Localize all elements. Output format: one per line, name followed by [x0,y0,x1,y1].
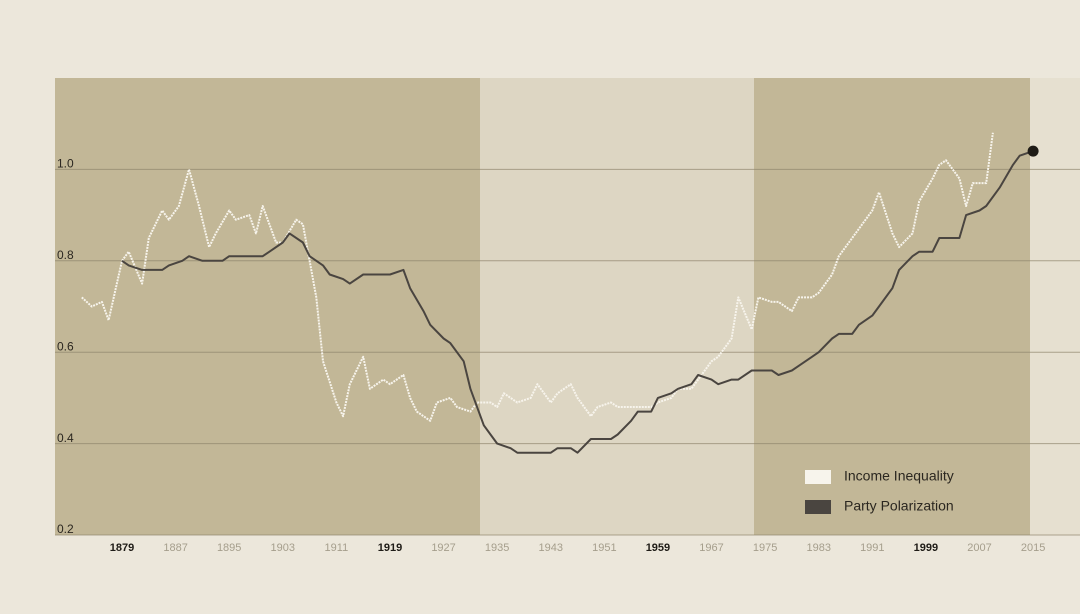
grid: 0.2 0.4 0.6 0.8 1.0 1879 1887 1895 1903 1911 1919 1… [55,157,1080,554]
series-line [81,132,994,422]
end-dot [1027,145,1039,157]
x-tick-label: 1967 [699,542,723,554]
legend-swatch [805,500,831,514]
x-tick-label: 1943 [539,542,563,554]
x-tick-label: 1903 [271,542,295,554]
shaded-period [754,78,1030,535]
x-tick-label: 1991 [860,542,884,554]
x-tick-label: 1935 [485,542,509,554]
x-tick-label: 1911 [325,542,349,554]
x-tick-label: 1959 [646,542,670,554]
legend-swatch [805,470,831,484]
x-tick-label: 1999 [914,542,938,554]
x-tick-label: 2015 [1021,542,1045,554]
y-tick-label: 0.6 [57,339,74,353]
shaded-period [55,78,480,535]
x-tick-label: 1887 [163,542,187,554]
light-period [1030,78,1080,535]
x-tick-label: 2007 [967,542,991,554]
y-tick-label: 0.2 [57,522,74,536]
x-tick-label: 1895 [217,542,241,554]
x-tick-label: 1919 [378,542,402,554]
x-tick-label: 1951 [592,542,616,554]
x-tick-label: 1927 [431,542,455,554]
y-tick-label: 1.0 [57,157,74,171]
legend-label: Party Polarization [844,498,954,514]
x-tick-label: 1879 [110,542,134,554]
x-tick-label: 1975 [753,542,777,554]
legend: Income Inequality Party Polarization [805,468,954,514]
series-line [121,150,1034,454]
legend-label: Income Inequality [844,468,954,484]
lines [81,132,1039,454]
y-tick-label: 0.4 [57,431,74,445]
x-tick-label: 1983 [806,542,830,554]
y-tick-label: 0.8 [57,248,74,262]
light-period [480,78,754,535]
